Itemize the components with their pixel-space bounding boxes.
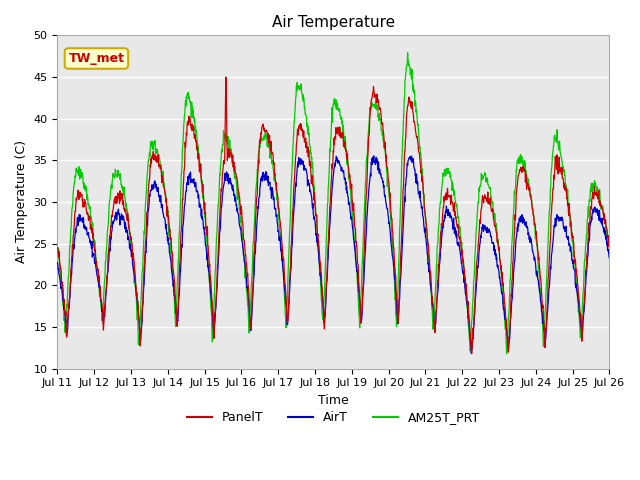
PanelT bbox=[177, 256, 184, 262]
PanelT bbox=[468, 351, 476, 357]
PanelT bbox=[54, 245, 61, 251]
X-axis label: Time: Time bbox=[318, 394, 349, 407]
AM25T_PRT bbox=[54, 244, 61, 250]
AM25T_PRT bbox=[492, 224, 499, 229]
PanelT bbox=[222, 74, 230, 80]
PanelT bbox=[420, 191, 428, 196]
AirT bbox=[492, 251, 500, 256]
Line: PanelT: PanelT bbox=[58, 77, 609, 354]
AirT bbox=[605, 255, 613, 261]
AirT bbox=[541, 334, 548, 340]
Text: TW_met: TW_met bbox=[68, 52, 124, 65]
AirT bbox=[467, 350, 475, 356]
AirT bbox=[238, 239, 246, 244]
AirT bbox=[54, 260, 61, 265]
AM25T_PRT bbox=[605, 246, 613, 252]
AM25T_PRT bbox=[163, 204, 171, 209]
PanelT bbox=[541, 329, 548, 335]
PanelT bbox=[605, 240, 613, 246]
PanelT bbox=[239, 219, 246, 225]
PanelT bbox=[492, 226, 500, 232]
AM25T_PRT bbox=[404, 50, 412, 56]
Legend: PanelT, AirT, AM25T_PRT: PanelT, AirT, AM25T_PRT bbox=[182, 406, 485, 429]
Line: AirT: AirT bbox=[58, 156, 609, 353]
AM25T_PRT bbox=[177, 208, 184, 214]
AM25T_PRT bbox=[238, 229, 246, 235]
AM25T_PRT bbox=[420, 189, 428, 195]
Y-axis label: Air Temperature (C): Air Temperature (C) bbox=[15, 141, 28, 264]
PanelT bbox=[163, 206, 171, 212]
AM25T_PRT bbox=[503, 351, 511, 357]
Line: AM25T_PRT: AM25T_PRT bbox=[58, 53, 609, 354]
AirT bbox=[177, 271, 184, 276]
AirT bbox=[163, 231, 171, 237]
AM25T_PRT bbox=[541, 327, 548, 333]
AirT bbox=[420, 215, 428, 220]
Title: Air Temperature: Air Temperature bbox=[272, 15, 395, 30]
AirT bbox=[370, 153, 378, 159]
